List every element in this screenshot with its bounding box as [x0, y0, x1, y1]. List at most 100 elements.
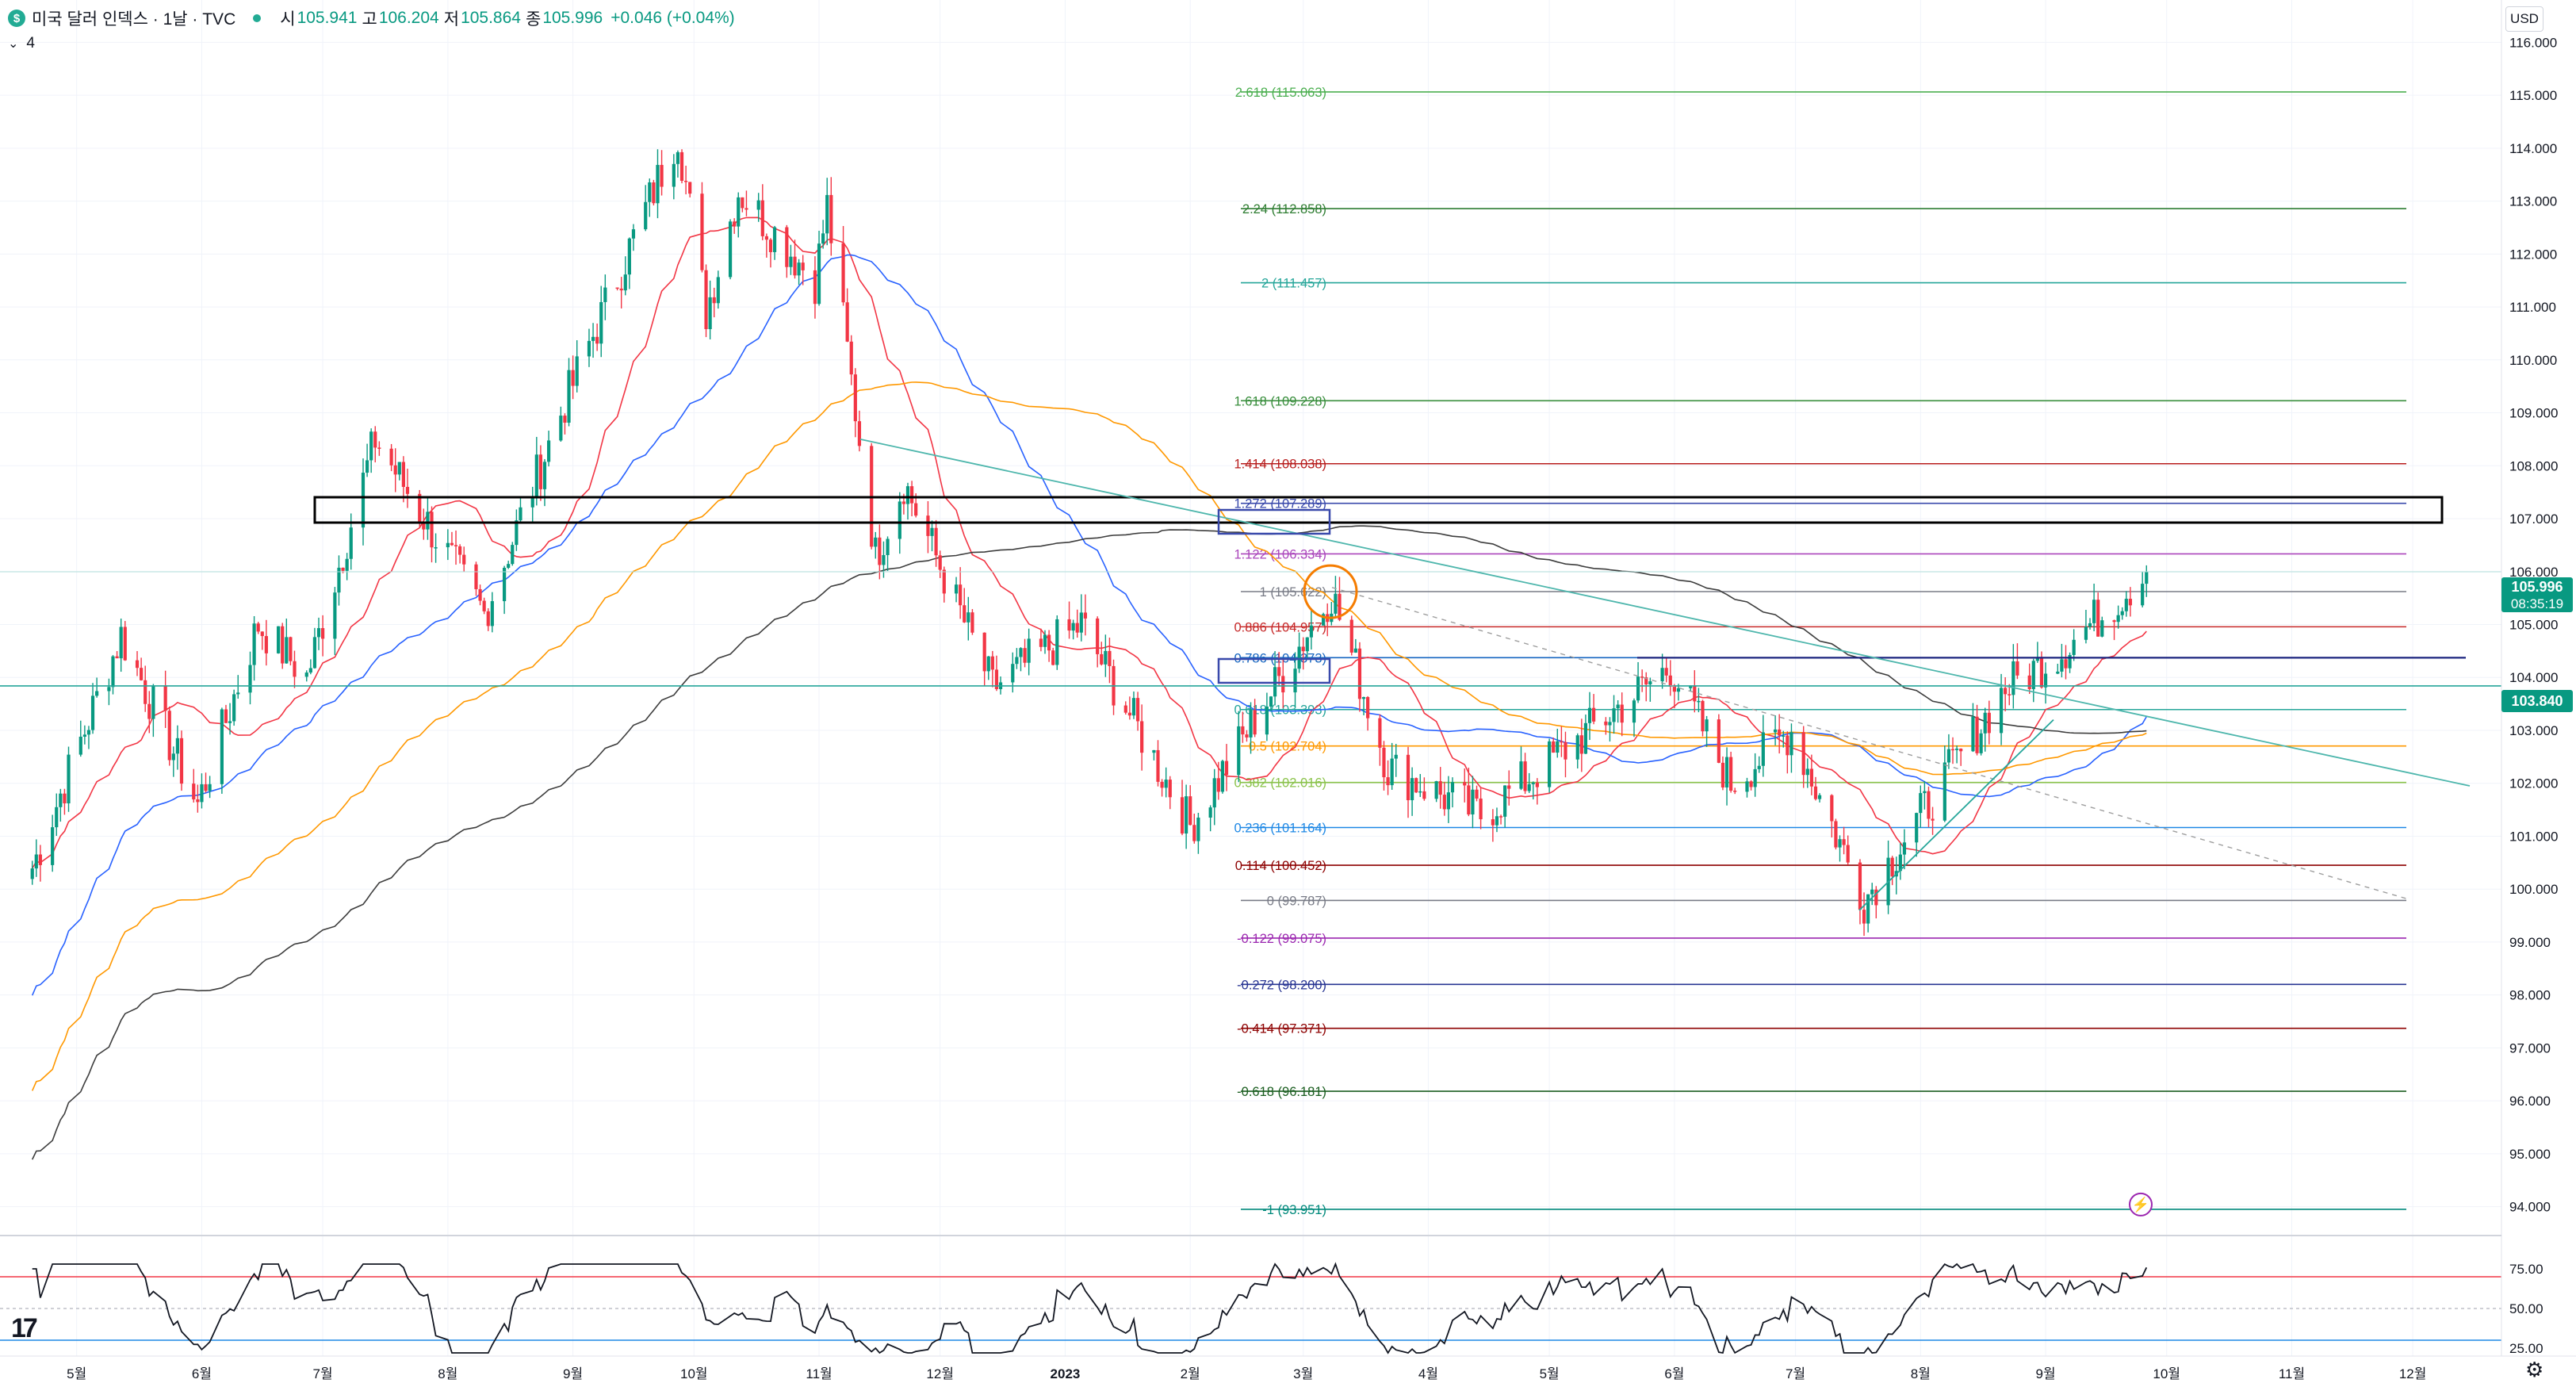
fib-level-label: 1.414 (108.038) — [1234, 458, 1326, 472]
candle-body — [575, 356, 579, 386]
candle-body — [260, 631, 264, 637]
candle-body — [1954, 749, 1959, 750]
change-value: +0.046 (+0.04%) — [611, 9, 735, 27]
gear-icon[interactable]: ⚙ — [2525, 1358, 2544, 1381]
high-value: 106.204 — [378, 9, 439, 27]
candle-body — [236, 692, 240, 695]
candle-body — [1467, 785, 1471, 814]
fib-level-label: 2.618 (115.063) — [1235, 86, 1326, 100]
candle-body — [458, 546, 462, 555]
candle-body — [704, 270, 708, 330]
candle-body — [430, 512, 434, 548]
candle-body — [1753, 768, 1757, 787]
y-tick-label: 107.000 — [2509, 512, 2558, 527]
candle-body — [567, 370, 571, 423]
candle-body — [345, 558, 349, 571]
candle-body — [797, 262, 801, 276]
indicator-toggle[interactable]: ⌄ 4 — [8, 35, 35, 52]
candle-body — [1717, 719, 1721, 763]
candle-body — [1898, 854, 1902, 872]
candle-body — [1858, 862, 1862, 910]
candle-body — [2031, 661, 2035, 689]
fib-level-label: -1 (93.951) — [1262, 1203, 1326, 1217]
candle-body — [1664, 668, 1668, 676]
candle-body — [30, 868, 34, 879]
candle-body — [405, 486, 410, 494]
candle-body — [285, 637, 289, 664]
candle-body — [1927, 791, 1931, 819]
candle-body — [909, 486, 914, 504]
candle-body — [228, 721, 232, 723]
candle-body — [519, 507, 522, 521]
close-label: 종 — [525, 10, 542, 29]
candle-body — [95, 691, 99, 696]
candle-body — [2011, 661, 2015, 695]
x-tick-label: 8월 — [438, 1366, 457, 1381]
candle-body — [1019, 648, 1023, 657]
y-tick-label: 112.000 — [2509, 247, 2557, 262]
candle-body — [1414, 778, 1418, 793]
candle-body — [474, 564, 478, 589]
y-tick-label: 101.000 — [2509, 829, 2558, 844]
symbol-title[interactable]: 미국 달러 인덱스 · 1날 · TVC — [32, 10, 236, 29]
candle-body — [1434, 781, 1438, 799]
candle-body — [538, 454, 543, 489]
y-tick-label: 110.000 — [2509, 353, 2557, 368]
candle-body — [595, 336, 599, 344]
candle-body — [1503, 785, 1507, 817]
candle-body — [1491, 819, 1495, 826]
x-tick-label: 10월 — [2153, 1366, 2180, 1381]
x-tick-label: 4월 — [1418, 1366, 1438, 1381]
candle-body — [1632, 700, 1636, 723]
candle-body — [393, 465, 397, 475]
candle-body — [1987, 712, 1991, 734]
candle-body — [308, 668, 312, 673]
candle-body — [1164, 780, 1168, 788]
candle-body — [2072, 639, 2076, 655]
candle-body — [1527, 784, 1531, 791]
candle-body — [167, 711, 171, 761]
candle-body — [1180, 797, 1185, 834]
candle-body — [845, 302, 849, 342]
candle-body — [1846, 845, 1850, 863]
candle-body — [2004, 688, 2008, 695]
currency-button[interactable]: USD — [2505, 6, 2543, 32]
fib-level-label: 1.122 (106.334) — [1234, 547, 1326, 561]
candle-body — [1499, 816, 1503, 818]
candle-body — [934, 527, 938, 556]
candle-body — [926, 515, 930, 536]
rsi-tick-label: 50.00 — [2509, 1301, 2543, 1316]
candle-body — [829, 194, 833, 243]
candle-body — [232, 694, 236, 722]
candle-body — [1761, 732, 1765, 766]
candle-body — [1212, 778, 1216, 808]
candle-body — [1265, 707, 1269, 735]
candle-body — [886, 538, 890, 555]
candle-body — [478, 588, 482, 601]
candle-body — [1616, 704, 1620, 709]
candle-body — [1135, 698, 1140, 722]
candle-body — [171, 753, 175, 761]
candle-body — [1817, 795, 1822, 799]
highlight-circle — [1303, 564, 1358, 619]
candle-body — [224, 709, 228, 723]
fib-level-label: 0.114 (100.452) — [1235, 859, 1326, 873]
candle-body — [55, 807, 59, 828]
candle-body — [1523, 761, 1527, 791]
candle-body — [1357, 648, 1362, 699]
candle-body — [107, 687, 111, 692]
candle-body — [2128, 599, 2133, 606]
candle-body — [1648, 681, 1652, 685]
candle-body — [51, 827, 55, 865]
y-tick-label: 98.000 — [2509, 988, 2551, 1003]
candle-body — [59, 793, 63, 807]
candle-body — [1216, 778, 1220, 792]
candle-body — [1104, 650, 1108, 665]
candle-body — [397, 462, 401, 475]
candle-body — [982, 632, 986, 672]
x-tick-label: 5월 — [67, 1366, 86, 1381]
candle-body — [1322, 614, 1326, 626]
candle-body — [1697, 700, 1701, 703]
candle-body — [631, 229, 636, 239]
